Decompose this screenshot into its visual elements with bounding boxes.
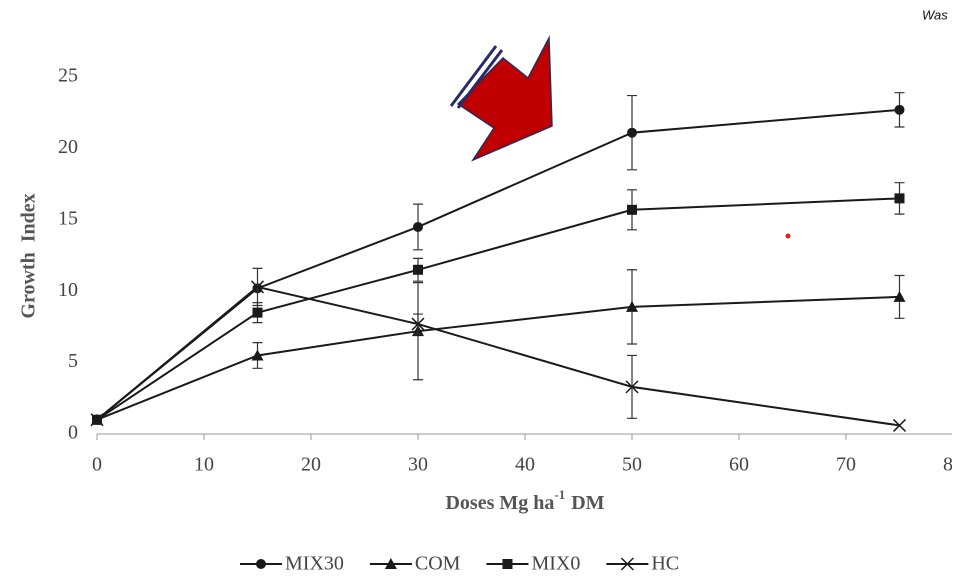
legend-marker (502, 559, 513, 569)
legend-item: HC (606, 553, 679, 575)
x-tick-label: 0 (92, 454, 102, 476)
marker (625, 380, 639, 394)
x-tick-label: 30 (408, 454, 428, 476)
marker (894, 104, 905, 115)
legend-label: COM (415, 553, 461, 575)
plot: 0 10 20 30 40 50 60 70 80 (90, 92, 963, 476)
x-label-sup: -1 (554, 487, 565, 502)
legend-marker (620, 557, 634, 571)
y-tick-label: 5 (68, 350, 78, 372)
corner-text: Was (922, 7, 948, 22)
series-line (96, 295, 900, 421)
marker (90, 413, 104, 427)
legend-item: COM (369, 553, 461, 575)
legend-label: HC (651, 553, 679, 575)
marker (892, 418, 907, 432)
highlight-arrow (449, 35, 553, 162)
legend-marker (384, 558, 397, 569)
marker (894, 193, 905, 204)
x-tick-label: 20 (301, 454, 321, 476)
x-tick-label: 60 (729, 454, 749, 476)
x-tick-label: 80 (943, 454, 963, 476)
x-tick-label: 70 (836, 454, 856, 476)
marker (250, 280, 265, 294)
x-label-suffix: DM (571, 492, 604, 514)
marker (893, 290, 906, 302)
legend-label: MIX30 (285, 553, 344, 575)
y-tick-label: 20 (58, 136, 78, 158)
marker (627, 127, 637, 138)
series-line (96, 108, 900, 421)
marker (413, 221, 423, 232)
marker (413, 264, 423, 275)
y-axis-label: Growth Index (18, 193, 40, 318)
series-line (96, 285, 900, 427)
x-label-text: Doses Mg ha (445, 492, 554, 514)
legend-marker (256, 559, 266, 569)
marker (627, 204, 637, 215)
marker (411, 317, 425, 331)
legend: MIX30 COM MIX0 HC (240, 553, 679, 575)
x-tick-label: 50 (622, 454, 642, 476)
x-tick-label: 40 (515, 454, 535, 476)
x-tick-label: 10 (194, 454, 214, 476)
marker (626, 300, 638, 312)
y-tick-label: 10 (58, 279, 78, 301)
marker (252, 307, 263, 318)
marker (251, 349, 264, 361)
series-line (96, 197, 900, 421)
y-tick-label: 15 (58, 207, 78, 229)
y-tick-label: 0 (68, 422, 78, 444)
y-tick-label: 25 (58, 65, 78, 87)
dot (785, 233, 791, 239)
legend-label: MIX0 (531, 553, 580, 575)
legend-item: MIX30 (240, 553, 344, 575)
x-axis-label: Doses Mg ha-1 DM (445, 487, 604, 514)
legend-item: MIX0 (486, 553, 580, 575)
